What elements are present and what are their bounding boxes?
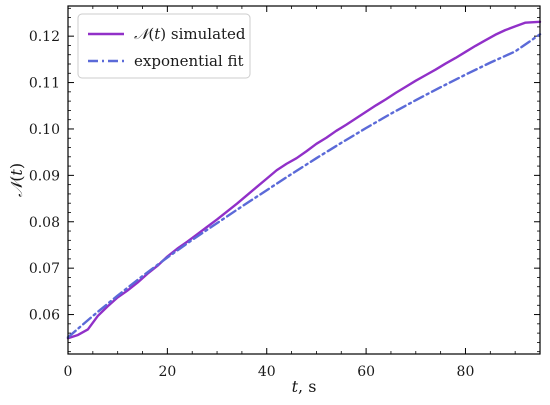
tick-labels: 0 20 40 60 80 0.06 0.07 0.08 0.09 0.10 0.11 0.12 <box>29 29 475 380</box>
y-tick-label: 0.10 <box>29 122 60 138</box>
x-tick-label: 20 <box>158 364 176 380</box>
x-tick-label: 40 <box>258 364 276 380</box>
legend: 𝒩(t) simulated exponential fit <box>77 13 251 79</box>
y-tick-label: 0.08 <box>29 215 60 231</box>
x-tick-label: 0 <box>64 364 73 380</box>
series-lines <box>66 20 542 340</box>
series-simulated-line <box>66 20 542 340</box>
legend-box <box>77 13 251 79</box>
y-tick-label: 0.07 <box>29 261 60 277</box>
x-tick-label: 60 <box>357 364 375 380</box>
series-fit-line <box>66 33 542 339</box>
y-tick-label: 0.06 <box>29 308 60 324</box>
y-axis-label: 𝒩(t) <box>7 163 26 197</box>
plot-frame <box>67 5 541 355</box>
y-tick-label: 0.11 <box>29 76 60 92</box>
y-tick-label: 0.12 <box>29 29 60 45</box>
y-tick-label: 0.09 <box>29 168 60 184</box>
x-tick-label: 80 <box>457 364 475 380</box>
legend-label-fit: exponential fit <box>134 52 244 70</box>
legend-label-simulated: 𝒩(t) simulated <box>134 25 246 43</box>
x-axis-label: t, s <box>292 377 317 396</box>
